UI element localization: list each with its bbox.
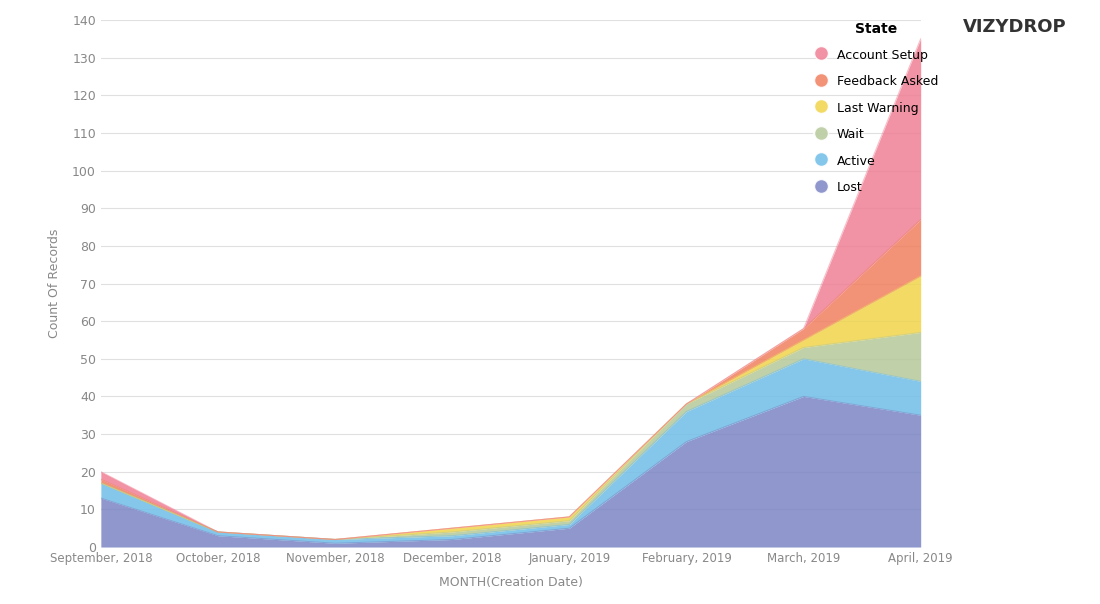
Text: VIZYDROP: VIZYDROP [964, 18, 1067, 36]
Y-axis label: Count Of Records: Count Of Records [48, 229, 60, 338]
Legend: Account Setup, Feedback Asked, Last Warning, Wait, Active, Lost: Account Setup, Feedback Asked, Last Warn… [808, 16, 945, 201]
X-axis label: MONTH(Creation Date): MONTH(Creation Date) [439, 576, 583, 589]
